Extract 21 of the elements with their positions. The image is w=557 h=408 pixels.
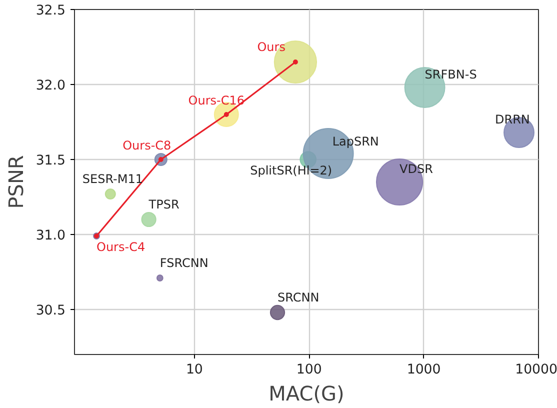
x-axis-title: MAC(G) xyxy=(268,382,344,406)
x-tick-label: 1000 xyxy=(406,362,441,378)
annotation: Ours-C16 xyxy=(188,94,245,108)
y-tick-label: 30.5 xyxy=(36,304,66,318)
y-tick-label: 32.0 xyxy=(36,78,66,94)
x-tick-label: 10000 xyxy=(515,362,557,378)
annotation: Ours-C4 xyxy=(96,240,146,254)
annotation: Ours xyxy=(257,40,286,54)
y-tick-label: 32.5 xyxy=(36,4,66,18)
x-tick-label: 10 xyxy=(186,362,203,378)
annotation: DRRN xyxy=(494,112,530,126)
annotation: SRFBN-S xyxy=(424,68,477,82)
annotation: FSRCNN xyxy=(160,256,208,270)
x-tick-label: 100 xyxy=(296,362,322,378)
annotation: TPSR xyxy=(148,198,180,212)
y-axis-title: PSNR xyxy=(4,155,28,209)
annotation: SESR-M11 xyxy=(82,172,144,186)
y-tick-label: 31.0 xyxy=(36,228,66,244)
annotation: Ours-C8 xyxy=(122,138,172,152)
annotation: SRCNN xyxy=(278,290,320,304)
y-tick-label: 31.5 xyxy=(36,154,66,168)
